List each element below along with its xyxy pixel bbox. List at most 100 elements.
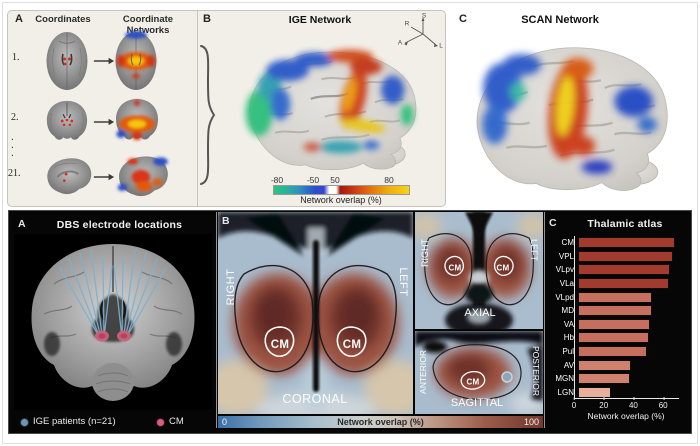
bar-track bbox=[578, 359, 679, 371]
legend-ige-label: IGE patients (n=21) bbox=[33, 416, 116, 427]
colorbar-tick-80: 80 bbox=[384, 175, 394, 185]
bar-lgn bbox=[578, 386, 612, 398]
bar-vlpv bbox=[578, 264, 671, 276]
bar-category-label: VLpv bbox=[555, 265, 574, 275]
panel-a-label: A bbox=[15, 13, 23, 25]
bottom-panel-a-label: A bbox=[18, 218, 26, 230]
bar-category-label: Hb bbox=[563, 333, 574, 343]
bar-row-va: VA bbox=[549, 318, 679, 332]
panel-c-label: C bbox=[459, 13, 467, 25]
bar-track bbox=[578, 264, 679, 276]
bar-track bbox=[578, 291, 679, 303]
scan-network-title: SCAN Network bbox=[521, 14, 599, 26]
coronal-cm-right-label: CM bbox=[342, 339, 362, 351]
x-tick-label: 40 bbox=[628, 397, 638, 410]
bar-track bbox=[578, 332, 679, 344]
bar-category-label: LGN bbox=[557, 387, 574, 397]
dbs-electrode-locations-title: DBS electrode locations bbox=[56, 219, 183, 231]
colorbar-tick--50: -50 bbox=[306, 175, 320, 185]
bar-row-md: MD bbox=[549, 304, 679, 318]
colorbar-tick--80: -80 bbox=[270, 175, 284, 185]
arrow-right-icon bbox=[93, 173, 115, 181]
sagittal-slice-coordinates bbox=[47, 158, 92, 195]
coronal-cm-left-label: CM bbox=[270, 339, 290, 351]
bar-row-cm: CM bbox=[549, 236, 679, 250]
bottom-panel-c-label: C bbox=[549, 217, 557, 229]
colorbar-max-label: 100 bbox=[523, 417, 539, 427]
bar-row-lgn: LGN bbox=[549, 386, 679, 400]
coordinates-column-header: Coordinates bbox=[35, 14, 91, 25]
compass-s-label: S bbox=[421, 12, 427, 20]
compass-l-label: L bbox=[439, 42, 443, 50]
bar-category-label: VPL bbox=[558, 251, 574, 261]
axial-slice-network bbox=[115, 31, 157, 90]
axial-left-label: LEFT bbox=[529, 238, 539, 262]
bar-va bbox=[578, 318, 651, 330]
bar-category-label: AV bbox=[563, 360, 574, 370]
x-axis-label: Network overlap (%) bbox=[587, 411, 665, 421]
coronal-slice-coordinates bbox=[46, 100, 88, 140]
ellipsis-dot: . bbox=[11, 131, 14, 143]
axial-view-label: AXIAL bbox=[464, 307, 496, 319]
colorbar-label: Network overlap (%) bbox=[300, 195, 382, 205]
bar-row-pul: Pul bbox=[549, 345, 679, 359]
arrow-right-icon bbox=[93, 118, 115, 126]
bar-row-hb: Hb bbox=[549, 331, 679, 345]
x-tick-label: 60 bbox=[658, 397, 668, 410]
x-tick-label: 0 bbox=[571, 397, 577, 410]
compass-r-label: R bbox=[404, 20, 410, 28]
coordinate-networks-column-header: Coordinate Networks bbox=[122, 14, 174, 36]
bar-av bbox=[578, 359, 632, 371]
sagittal-slice-network bbox=[117, 156, 168, 197]
ige-network-brain-render bbox=[245, 49, 417, 171]
mri-coronal-electrodes bbox=[14, 234, 212, 410]
axial-slice-coordinates bbox=[46, 32, 88, 90]
ellipsis-dot: . bbox=[11, 139, 14, 151]
bar-category-label: VLpd bbox=[555, 292, 574, 302]
bar-rows-container: CM VPL VLpv VLa VLpd MD VA Hb Pul AV MGN LGN bbox=[549, 236, 679, 399]
bar-row-vla: VLa bbox=[549, 277, 679, 291]
x-tick-label: 20 bbox=[599, 397, 609, 410]
bar-row-vpl: VPL bbox=[549, 250, 679, 264]
coronal-right-label: RIGHT bbox=[225, 268, 237, 306]
x-axis-line bbox=[574, 398, 679, 399]
bar-track bbox=[578, 346, 679, 358]
colorbar-min-label: 0 bbox=[222, 417, 228, 427]
bar-track bbox=[578, 386, 679, 398]
y-axis-line bbox=[574, 236, 575, 398]
legend-cm-dot-icon bbox=[156, 418, 165, 427]
sagittal-posterior-label: POSTERIOR bbox=[531, 345, 541, 397]
sagittal-anterior-label: ANTERIOR bbox=[418, 350, 428, 394]
row-number-2: 2. bbox=[11, 112, 19, 123]
panel-b-label: B bbox=[203, 13, 211, 25]
row-number-1: 1. bbox=[12, 52, 20, 63]
bar-category-label: VA bbox=[563, 319, 574, 329]
bar-pul bbox=[578, 346, 648, 358]
coronal-slice-network bbox=[116, 99, 158, 140]
bar-row-av: AV bbox=[549, 358, 679, 372]
bar-cm bbox=[578, 237, 675, 249]
bar-row-mgn: MGN bbox=[549, 372, 679, 386]
legend-cm-label: CM bbox=[169, 416, 184, 427]
bar-track bbox=[578, 278, 679, 290]
panel-separator bbox=[216, 212, 217, 428]
bottom-panel-b-label: B bbox=[222, 215, 230, 227]
bar-track bbox=[578, 305, 679, 317]
axial-cm-right-label: CM bbox=[496, 263, 510, 273]
coronal-left-label: LEFT bbox=[397, 267, 409, 297]
x-axis-ticks: 0 20 40 60 bbox=[571, 397, 678, 411]
bar-track bbox=[578, 237, 679, 249]
bar-category-label: VLa bbox=[559, 279, 574, 289]
ellipsis-dot: . bbox=[11, 147, 14, 159]
bar-category-label: MD bbox=[561, 306, 574, 316]
coronal-view-label: CORONAL bbox=[282, 392, 348, 406]
sagittal-cm-label: CM bbox=[466, 377, 480, 387]
bar-vpl bbox=[578, 250, 674, 262]
panel-separator bbox=[543, 212, 545, 428]
ige-network-title: IGE Network bbox=[288, 14, 352, 26]
bar-category-label: CM bbox=[561, 238, 574, 248]
axial-cm-left-label: CM bbox=[448, 263, 462, 273]
bar-track bbox=[578, 318, 679, 330]
bar-vla bbox=[578, 278, 669, 290]
